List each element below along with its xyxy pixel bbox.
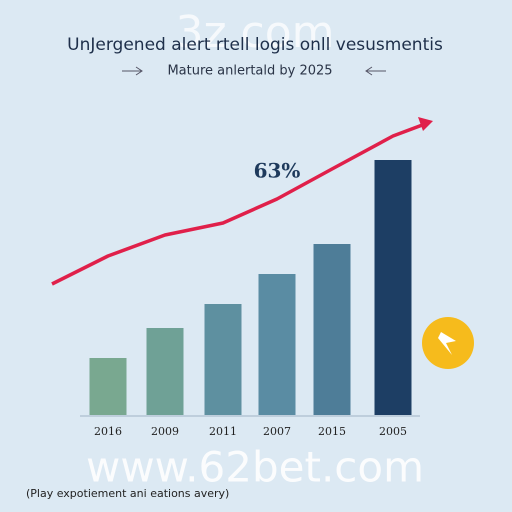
x-tick-label: 2011: [209, 425, 237, 438]
footnote: (Play expotiement ani eations avery): [26, 487, 229, 500]
x-tick-label: 2015: [318, 425, 346, 438]
bar: [374, 160, 412, 415]
x-tick-label: 2016: [94, 425, 122, 438]
x-tick-label: 2005: [379, 425, 407, 438]
chart-title: UnJergened alert rtell logis onll vesusm…: [67, 35, 443, 55]
bar: [258, 274, 296, 415]
arrow-icon: [365, 66, 386, 76]
x-tick-label: 2009: [151, 425, 179, 438]
trend-line: [51, 122, 426, 286]
watermark: www.62bet.com: [86, 443, 424, 492]
bar: [146, 328, 184, 415]
bar: [313, 244, 351, 415]
bar: [204, 304, 242, 415]
bar: [89, 358, 127, 415]
play-icon: [422, 317, 474, 369]
watermark: 3z.com: [175, 7, 334, 58]
play-icon-glyph: [438, 332, 456, 355]
x-tick-label: 2007: [263, 425, 291, 438]
annotation: 63%: [254, 159, 301, 183]
trend-arrowhead: [418, 117, 433, 131]
chart-subtitle: Mature anlertald by 2025: [167, 64, 332, 79]
arrow-icon: [122, 66, 143, 76]
